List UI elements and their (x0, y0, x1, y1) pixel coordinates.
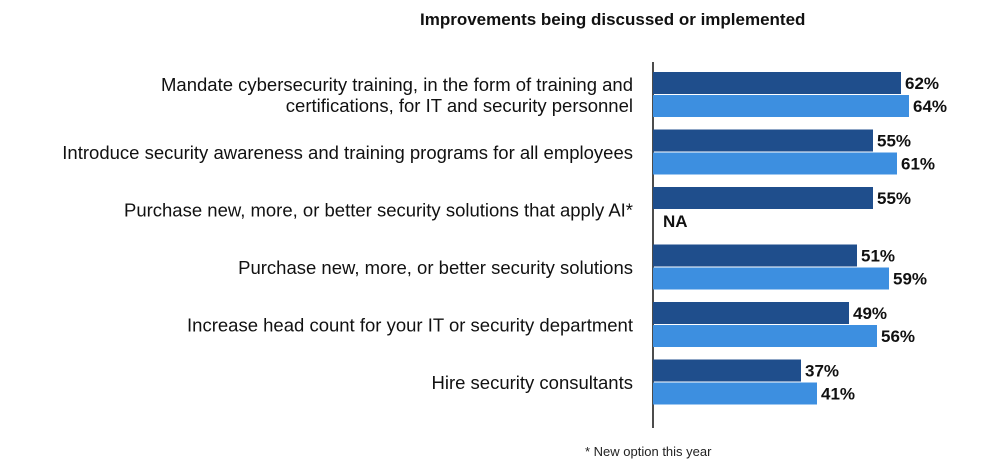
bar-prior-series (653, 359, 801, 382)
bar-prior-series (653, 244, 857, 267)
bar-current-series (653, 382, 817, 405)
category-label: Introduce security awareness and trainin… (62, 142, 633, 163)
data-label: 62% (905, 74, 939, 93)
data-label: 64% (913, 97, 947, 116)
bar-prior-series (653, 129, 873, 152)
data-label: 59% (893, 270, 927, 289)
bar-prior-series (653, 187, 873, 209)
data-label: NA (663, 212, 688, 231)
chart-title: Improvements being discussed or implemen… (420, 10, 806, 29)
bar-current-series (653, 152, 897, 175)
data-label: 55% (877, 132, 911, 151)
category-label: Hire security consultants (431, 372, 633, 393)
category-label: Mandate cybersecurity training, in the f… (161, 74, 633, 95)
footnote: * New option this year (585, 444, 712, 459)
category-label: Purchase new, more, or better security s… (124, 200, 633, 221)
category-label: Increase head count for your IT or secur… (187, 315, 633, 336)
bar-current-series (653, 267, 889, 290)
bar-current-series (653, 95, 909, 117)
data-label: 56% (881, 327, 915, 346)
data-label: 37% (805, 362, 839, 381)
data-label: 49% (853, 304, 887, 323)
bar-prior-series (653, 302, 849, 324)
data-label: 51% (861, 247, 895, 266)
bar-prior-series (653, 72, 901, 94)
category-label: Purchase new, more, or better security s… (238, 257, 633, 278)
data-label: 61% (901, 155, 935, 174)
bar-current-series (653, 325, 877, 347)
data-label: 41% (821, 385, 855, 404)
data-label: 55% (877, 189, 911, 208)
category-label: certifications, for IT and security pers… (286, 95, 633, 116)
